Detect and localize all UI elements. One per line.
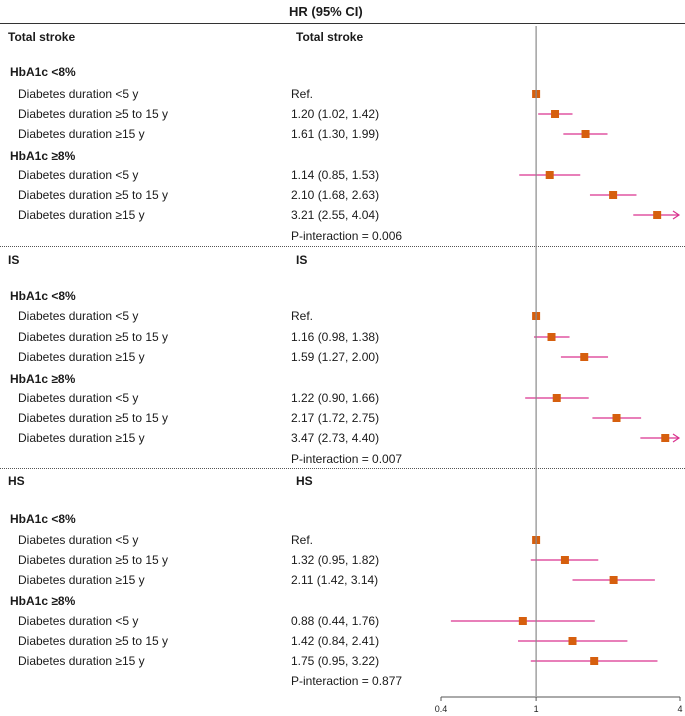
section-title-right: HS xyxy=(296,474,313,488)
row-label: Diabetes duration ≥15 y xyxy=(18,654,145,668)
section-title-right: Total stroke xyxy=(296,30,364,44)
row-label: Diabetes duration ≥15 y xyxy=(18,431,145,445)
hr-value: 1.75 (0.95, 3.22) xyxy=(291,654,380,668)
hr-marker xyxy=(547,333,556,341)
row-label: Diabetes duration <5 y xyxy=(18,391,139,405)
hr-value: Ref. xyxy=(291,87,314,101)
row-label: Diabetes duration ≥5 to 15 y xyxy=(18,330,169,344)
row-label: Diabetes duration ≥5 to 15 y xyxy=(18,553,169,567)
group-heading: HbA1c ≥8% xyxy=(10,594,76,608)
row-label: Diabetes duration ≥15 y xyxy=(18,127,145,141)
p-interaction: P-interaction = 0.877 xyxy=(291,674,403,688)
hr-value: 1.61 (1.30, 1.99) xyxy=(291,127,380,141)
x-tick-label: 4 xyxy=(677,704,682,714)
hr-value: 1.20 (1.02, 1.42) xyxy=(291,107,380,121)
hr-value: 3.47 (2.73, 4.40) xyxy=(291,431,380,445)
section-title-right: IS xyxy=(296,253,308,267)
hr-marker xyxy=(518,617,527,625)
row-label: Diabetes duration ≥5 to 15 y xyxy=(18,188,169,202)
section-separator xyxy=(0,246,685,247)
row-label: Diabetes duration <5 y xyxy=(18,168,139,182)
row-label: Diabetes duration ≥5 to 15 y xyxy=(18,634,169,648)
hr-marker xyxy=(552,394,561,402)
hr-marker xyxy=(609,576,618,584)
hr-value: 1.14 (0.85, 1.53) xyxy=(291,168,380,182)
hr-value: Ref. xyxy=(291,533,314,547)
hr-marker xyxy=(581,130,590,138)
ci-arrow-icon xyxy=(672,210,681,220)
hr-marker xyxy=(568,637,577,645)
hr-value: 2.11 (1.42, 3.14) xyxy=(291,573,379,587)
row-label: Diabetes duration <5 y xyxy=(18,87,139,101)
hr-marker xyxy=(545,171,554,179)
hr-marker xyxy=(590,657,599,665)
hr-column-header: HR (95% CI) xyxy=(289,4,363,19)
hr-value: 1.22 (0.90, 1.66) xyxy=(291,391,380,405)
hr-value: 1.16 (0.98, 1.38) xyxy=(291,330,380,344)
row-label: Diabetes duration ≥15 y xyxy=(18,350,145,364)
hr-marker xyxy=(612,414,621,422)
row-label: Diabetes duration ≥5 to 15 y xyxy=(18,107,169,121)
hr-value: 3.21 (2.55, 4.04) xyxy=(291,208,380,222)
hr-marker xyxy=(551,110,560,118)
section-title-left: HS xyxy=(8,474,25,488)
row-label: Diabetes duration ≥15 y xyxy=(18,208,145,222)
group-heading: HbA1c ≥8% xyxy=(10,372,76,386)
hr-marker xyxy=(653,211,662,219)
group-heading: HbA1c <8% xyxy=(10,512,76,526)
ci-arrow-icon xyxy=(672,433,681,443)
row-label: Diabetes duration <5 y xyxy=(18,309,139,323)
hr-value: 1.32 (0.95, 1.82) xyxy=(291,553,380,567)
p-interaction: P-interaction = 0.006 xyxy=(291,229,403,243)
hr-marker xyxy=(661,434,670,442)
row-label: Diabetes duration ≥5 to 15 y xyxy=(18,411,169,425)
row-label: Diabetes duration ≥15 y xyxy=(18,573,145,587)
hr-value: 2.10 (1.68, 2.63) xyxy=(291,188,380,202)
hr-value: 2.17 (1.72, 2.75) xyxy=(291,411,380,425)
hr-marker xyxy=(609,191,618,199)
x-tick-label: 1 xyxy=(534,704,539,714)
p-interaction: P-interaction = 0.007 xyxy=(291,452,403,466)
hr-value: 1.42 (0.84, 2.41) xyxy=(291,634,380,648)
section-separator xyxy=(0,468,685,469)
x-tick-label: 0.4 xyxy=(435,704,448,714)
row-label: Diabetes duration <5 y xyxy=(18,614,139,628)
group-heading: HbA1c <8% xyxy=(10,289,76,303)
section-title-left: IS xyxy=(8,253,20,267)
hr-marker xyxy=(580,353,589,361)
row-label: Diabetes duration <5 y xyxy=(18,533,139,547)
hr-marker xyxy=(560,556,569,564)
group-heading: HbA1c ≥8% xyxy=(10,149,76,163)
hr-value: 1.59 (1.27, 2.00) xyxy=(291,350,380,364)
group-heading: HbA1c <8% xyxy=(10,65,76,79)
header-rule xyxy=(0,23,685,24)
hr-value: Ref. xyxy=(291,309,314,323)
hr-value: 0.88 (0.44, 1.76) xyxy=(291,614,380,628)
section-title-left: Total stroke xyxy=(8,30,76,44)
